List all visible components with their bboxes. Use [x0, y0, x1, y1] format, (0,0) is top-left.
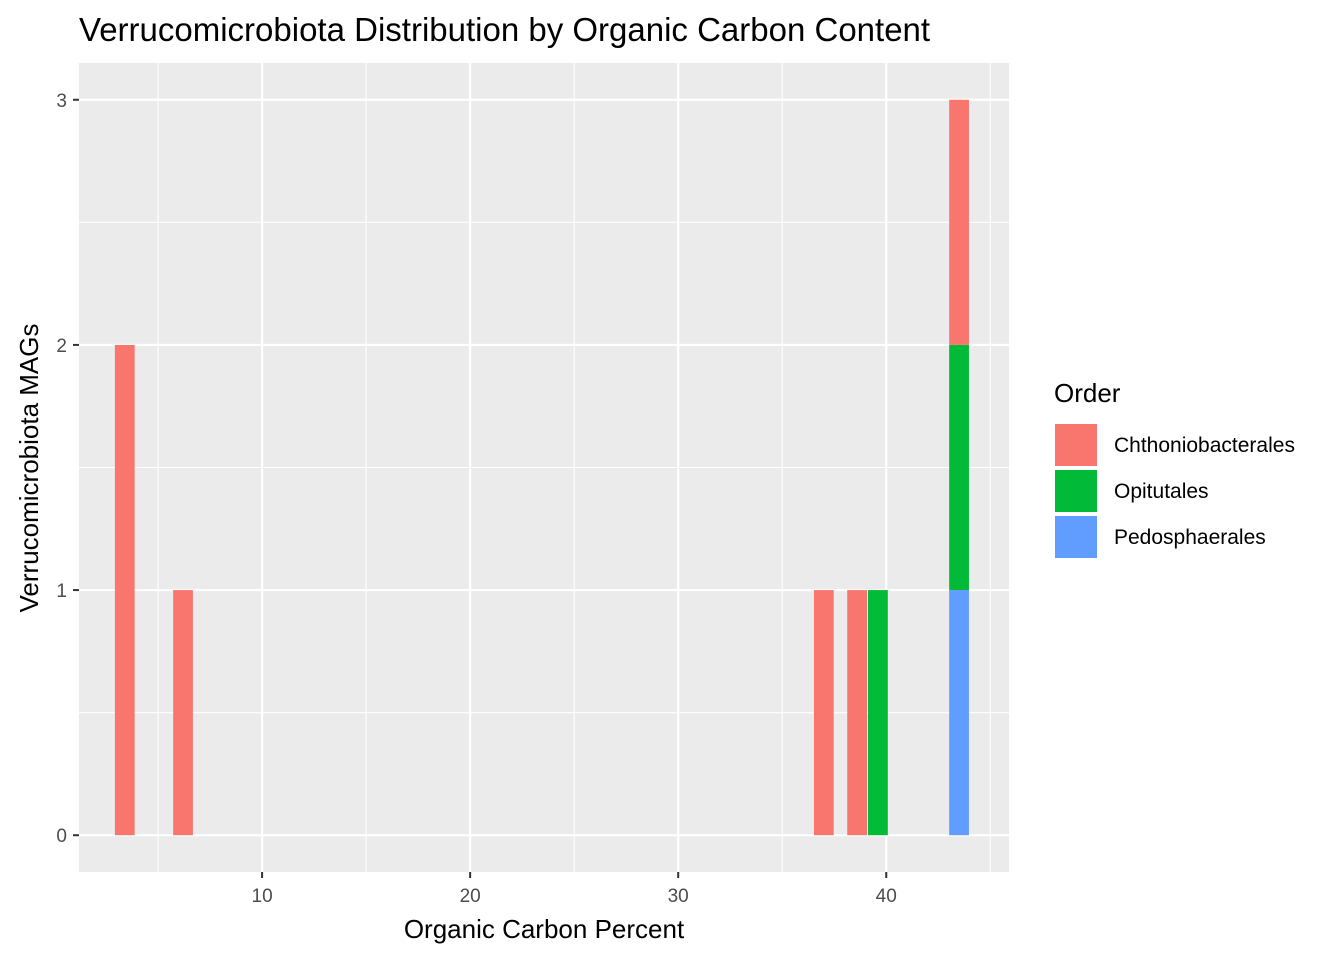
major-gridlines	[79, 63, 1009, 872]
bar-segment	[868, 590, 888, 836]
y-axis-title: Verrucomicrobiota MAGs	[14, 324, 44, 613]
bar-segment	[949, 590, 969, 836]
legend-swatch	[1053, 468, 1099, 514]
y-axis: 0 1 2 3	[56, 91, 79, 847]
bars	[114, 99, 969, 836]
bar-segment	[173, 590, 193, 836]
bar-segment	[847, 590, 868, 836]
legend-swatch	[1053, 514, 1099, 560]
chart-title: Verrucomicrobiota Distribution by Organi…	[79, 11, 930, 48]
bar-segment	[949, 99, 969, 345]
bar-segment	[114, 344, 135, 836]
bar-segment	[949, 344, 969, 591]
legend-label: Opitutales	[1114, 480, 1209, 503]
y-tick-label: 0	[56, 826, 67, 847]
legend-label: Pedosphaerales	[1114, 526, 1266, 549]
x-axis: 10 20 30 40	[252, 872, 897, 907]
legend-swatch	[1053, 422, 1099, 468]
legend-label: Chthoniobacterales	[1114, 434, 1295, 457]
x-tick-label: 10	[252, 886, 273, 907]
legend: Order Chthoniobacterales Opitutales Pedosp…	[1053, 378, 1295, 560]
x-tick-label: 30	[668, 886, 689, 907]
y-tick-label: 1	[56, 581, 67, 602]
y-tick-label: 3	[56, 91, 67, 112]
x-tick-label: 20	[460, 886, 481, 907]
legend-title: Order	[1054, 378, 1121, 408]
x-tick-label: 40	[876, 886, 897, 907]
y-tick-label: 2	[56, 336, 67, 357]
x-axis-title: Organic Carbon Percent	[404, 914, 685, 944]
bar-segment	[813, 590, 834, 836]
